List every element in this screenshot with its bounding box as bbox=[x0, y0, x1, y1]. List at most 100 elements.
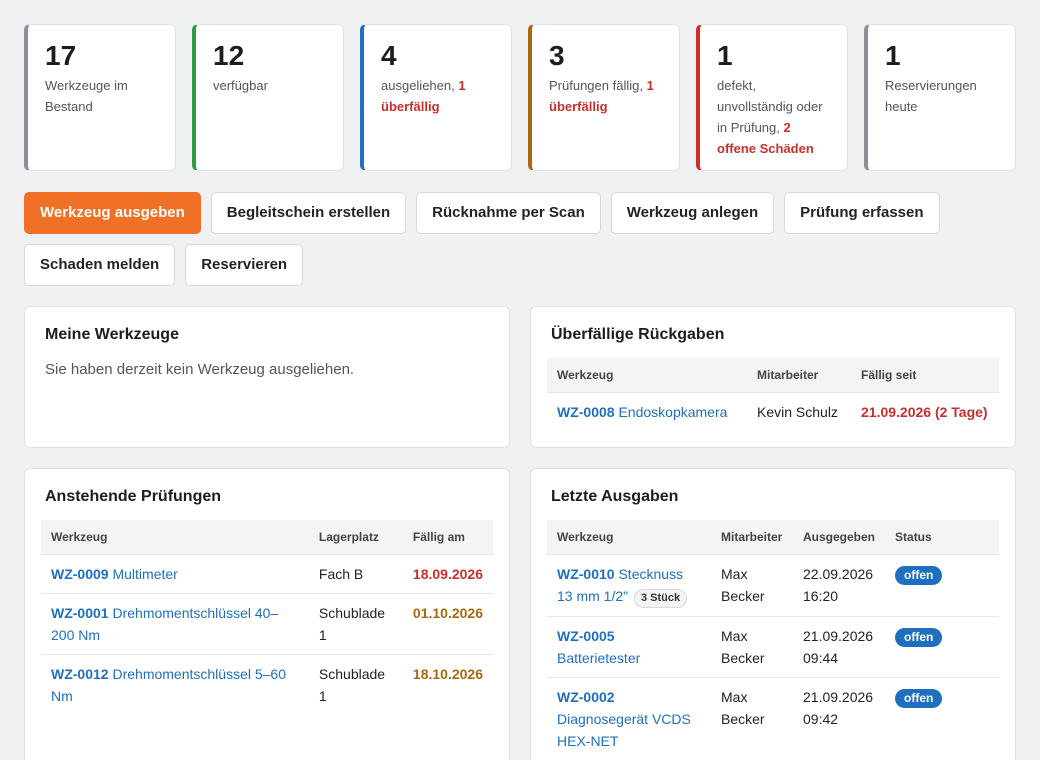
tool-name-link[interactable]: Batterietester bbox=[557, 649, 641, 666]
tool-code-link[interactable]: WZ-0002 bbox=[557, 688, 615, 705]
tool-code-link[interactable]: WZ-0008 bbox=[557, 403, 615, 420]
stat-label: ausgeliehen, 1 überfällig bbox=[381, 78, 466, 114]
recent-issues-table: Werkzeug Mitarbeiter Ausgegeben Status W… bbox=[547, 520, 999, 760]
empty-message: Sie haben derzeit kein Werkzeug ausgelie… bbox=[45, 361, 355, 378]
overdue-returns-panel: Überfällige Rückgaben Werkzeug Mitarbeit… bbox=[530, 306, 1016, 448]
issue-tool-button[interactable]: Werkzeug ausgeben bbox=[24, 192, 201, 234]
tool-cell[interactable]: WZ-0001 Drehmomentschlüssel 40–200 Nm bbox=[41, 593, 309, 655]
location-cell: Fach B bbox=[308, 554, 403, 594]
column-header-employee[interactable]: Mitarbeiter bbox=[711, 520, 793, 555]
employee-cell: Kevin Schulz bbox=[757, 403, 838, 420]
tool-cell[interactable]: WZ-0012 Drehmomentschlüssel 5–60 Nm bbox=[41, 654, 309, 715]
column-header-issued[interactable]: Ausgegeben bbox=[793, 520, 886, 555]
column-header-status[interactable]: Status bbox=[885, 520, 999, 555]
location-cell: Schublade 1 bbox=[318, 665, 386, 704]
tool-code-link[interactable]: WZ-0009 bbox=[51, 565, 109, 582]
issued-time: 09:44 bbox=[803, 649, 839, 666]
create-delivery-note-button[interactable]: Begleitschein erstellen bbox=[210, 192, 407, 234]
employee-cell: Max Becker bbox=[711, 554, 793, 617]
tool-name-link[interactable]: Diagnosegerät VCDS HEX-NET bbox=[557, 710, 691, 749]
panel-title: Meine Werkzeuge bbox=[45, 326, 179, 343]
stat-value: 12 bbox=[213, 40, 245, 71]
column-header-tool[interactable]: Werkzeug bbox=[41, 520, 309, 555]
tool-cell[interactable]: WZ-0009 Multimeter bbox=[41, 554, 309, 594]
stat-label: verfügbar bbox=[213, 78, 268, 93]
status-badge: offen bbox=[895, 688, 943, 708]
reserve-button[interactable]: Reservieren bbox=[185, 244, 304, 286]
due-cell: 18.09.2026 bbox=[402, 554, 493, 594]
status-cell: offen bbox=[885, 616, 999, 678]
panel-title: Anstehende Prüfungen bbox=[45, 488, 222, 505]
action-bar: Werkzeug ausgeben Begleitschein erstelle… bbox=[24, 192, 964, 286]
tool-name-link[interactable]: Drehmomentschlüssel 5–60 Nm bbox=[51, 665, 286, 704]
stat-label: Werkzeuge im Bestand bbox=[45, 78, 128, 114]
table-row: WZ-0010 Stecknuss 13 mm 1/2" 3 Stück Max… bbox=[547, 554, 999, 617]
stat-value: 1 bbox=[885, 40, 901, 71]
table-row: WZ-0001 Drehmomentschlüssel 40–200 Nm Sc… bbox=[41, 593, 493, 655]
return-by-scan-button[interactable]: Rücknahme per Scan bbox=[416, 192, 601, 234]
column-header-due-since[interactable]: Fällig seit bbox=[851, 358, 999, 393]
tool-name-link[interactable]: Endoskopkamera bbox=[618, 403, 728, 420]
stats-row: 17 Werkzeuge im Bestand 12 verfügbar 4 a… bbox=[24, 24, 1016, 171]
stat-value: 4 bbox=[381, 40, 397, 71]
issued-time: 16:20 bbox=[803, 587, 839, 604]
report-damage-button[interactable]: Schaden melden bbox=[24, 244, 176, 286]
table-row: WZ-0002 Diagnosegerät VCDS HEX-NET Max Be… bbox=[547, 677, 999, 760]
due-cell: 21.09.2026 (2 Tage) bbox=[861, 403, 988, 420]
tool-code-link[interactable]: WZ-0012 bbox=[51, 665, 109, 682]
status-badge: offen bbox=[895, 627, 943, 647]
stat-card-available[interactable]: 12 verfügbar bbox=[192, 24, 344, 171]
employee-cell: Max Becker bbox=[711, 616, 793, 678]
panel-title: Letzte Ausgaben bbox=[551, 488, 679, 505]
tool-name-link[interactable]: Stecknuss 13 mm 1/2" bbox=[557, 565, 684, 604]
column-header-due[interactable]: Fällig am bbox=[402, 520, 493, 555]
due-cell: 18.10.2026 bbox=[412, 665, 483, 682]
stat-label: Reservierungen heute bbox=[885, 78, 977, 114]
status-badge: offen bbox=[895, 565, 943, 585]
inspections-table: Werkzeug Lagerplatz Fällig am WZ-0009 Mu… bbox=[41, 520, 493, 715]
column-header-tool[interactable]: Werkzeug bbox=[547, 520, 711, 555]
stat-label: Prüfungen fällig, 1 überfällig bbox=[549, 78, 654, 114]
column-header-location[interactable]: Lagerplatz bbox=[308, 520, 403, 555]
table-row: WZ-0008 Endoskopkamera Kevin Schulz 21.0… bbox=[547, 392, 999, 431]
issued-cell: 22.09.2026 16:20 bbox=[793, 554, 886, 617]
tool-cell[interactable]: WZ-0008 Endoskopkamera bbox=[547, 392, 747, 431]
upcoming-inspections-panel: Anstehende Prüfungen Werkzeug Lagerplatz… bbox=[24, 468, 510, 760]
my-tools-panel: Meine Werkzeuge Sie haben derzeit kein W… bbox=[24, 306, 510, 448]
location-cell: Schublade 1 bbox=[308, 593, 403, 655]
add-tool-button[interactable]: Werkzeug anlegen bbox=[610, 192, 775, 234]
issued-time: 09:42 bbox=[803, 710, 839, 727]
recent-issues-panel: Letzte Ausgaben Werkzeug Mitarbeiter Aus… bbox=[530, 468, 1016, 760]
stat-card-lent[interactable]: 4 ausgeliehen, 1 überfällig bbox=[360, 24, 512, 171]
column-header-employee[interactable]: Mitarbeiter bbox=[747, 358, 851, 393]
tool-cell[interactable]: WZ-0002 Diagnosegerät VCDS HEX-NET bbox=[547, 677, 711, 760]
due-cell: 01.10.2026 bbox=[402, 593, 493, 655]
table-row: WZ-0009 Multimeter Fach B 18.09.2026 bbox=[41, 554, 493, 594]
overdue-table: Werkzeug Mitarbeiter Fällig seit WZ-0008… bbox=[547, 358, 999, 431]
stat-card-reservations[interactable]: 1 Reservierungen heute bbox=[864, 24, 1016, 171]
record-inspection-button[interactable]: Prüfung erfassen bbox=[784, 192, 940, 234]
panel-title: Überfällige Rückgaben bbox=[551, 326, 725, 343]
issued-cell: 21.09.2026 09:44 bbox=[793, 616, 886, 678]
table-row: WZ-0012 Drehmomentschlüssel 5–60 Nm Schu… bbox=[41, 654, 493, 715]
quantity-badge: 3 Stück bbox=[634, 588, 688, 608]
status-cell: offen bbox=[885, 554, 999, 617]
stat-value: 3 bbox=[549, 40, 565, 71]
issued-date: 21.09.2026 bbox=[803, 688, 874, 705]
tool-code-link[interactable]: WZ-0005 bbox=[557, 627, 615, 644]
tool-code-link[interactable]: WZ-0010 bbox=[557, 565, 615, 582]
stat-card-inspections[interactable]: 3 Prüfungen fällig, 1 überfällig bbox=[528, 24, 680, 171]
stat-card-total[interactable]: 17 Werkzeuge im Bestand bbox=[24, 24, 176, 171]
tool-cell[interactable]: WZ-0010 Stecknuss 13 mm 1/2" 3 Stück bbox=[547, 554, 711, 617]
column-header-tool[interactable]: Werkzeug bbox=[547, 358, 747, 393]
stat-card-defective[interactable]: 1 defekt, unvollständig oder in Prüfung,… bbox=[696, 24, 848, 171]
tool-name-link[interactable]: Drehmomentschlüssel 40–200 Nm bbox=[51, 604, 279, 643]
status-cell: offen bbox=[885, 677, 999, 760]
tool-code-link[interactable]: WZ-0001 bbox=[51, 604, 109, 621]
issued-date: 22.09.2026 bbox=[803, 565, 874, 582]
tool-name-link[interactable]: Multimeter bbox=[112, 565, 178, 582]
table-row: WZ-0005 Batterietester Max Becker 21.09.2… bbox=[547, 616, 999, 678]
stat-value: 1 bbox=[717, 40, 733, 71]
tool-cell[interactable]: WZ-0005 Batterietester bbox=[547, 616, 711, 678]
stat-value: 17 bbox=[45, 40, 77, 71]
